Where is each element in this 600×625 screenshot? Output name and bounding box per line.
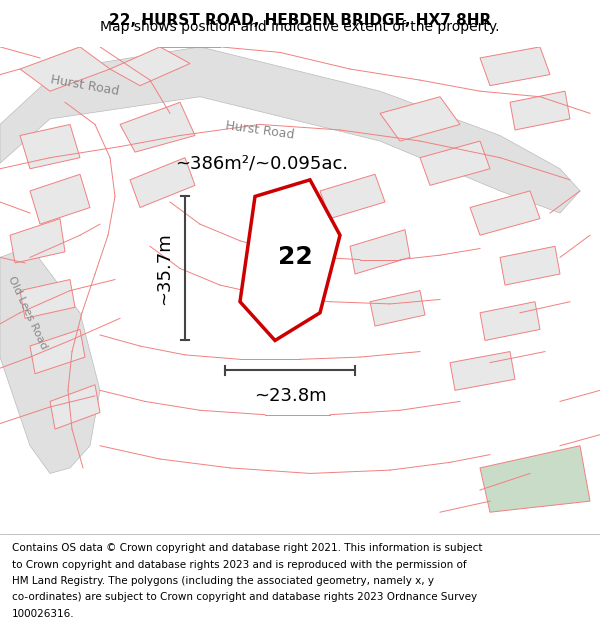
Polygon shape <box>20 124 80 169</box>
Polygon shape <box>480 47 550 86</box>
Polygon shape <box>110 47 190 86</box>
Text: ~35.7m: ~35.7m <box>155 232 173 305</box>
Polygon shape <box>240 180 340 341</box>
Polygon shape <box>50 385 100 429</box>
Text: HM Land Registry. The polygons (including the associated geometry, namely x, y: HM Land Registry. The polygons (includin… <box>12 576 434 586</box>
Polygon shape <box>350 229 410 274</box>
Polygon shape <box>480 302 540 341</box>
Polygon shape <box>370 291 425 326</box>
Text: 22, HURST ROAD, HEBDEN BRIDGE, HX7 8HR: 22, HURST ROAD, HEBDEN BRIDGE, HX7 8HR <box>109 13 491 28</box>
Text: co-ordinates) are subject to Crown copyright and database rights 2023 Ordnance S: co-ordinates) are subject to Crown copyr… <box>12 592 477 602</box>
Polygon shape <box>320 174 385 219</box>
Text: Old Lees Road: Old Lees Road <box>7 274 49 351</box>
Text: ~23.8m: ~23.8m <box>254 387 326 405</box>
Polygon shape <box>510 91 570 130</box>
Polygon shape <box>450 351 515 391</box>
Text: Contains OS data © Crown copyright and database right 2021. This information is : Contains OS data © Crown copyright and d… <box>12 543 482 554</box>
Polygon shape <box>120 102 195 152</box>
Polygon shape <box>420 141 490 186</box>
Polygon shape <box>20 279 75 318</box>
Polygon shape <box>10 219 65 263</box>
Text: 100026316.: 100026316. <box>12 609 74 619</box>
Polygon shape <box>0 47 580 213</box>
Polygon shape <box>20 47 110 91</box>
Polygon shape <box>30 329 85 374</box>
Text: ~386m²/~0.095ac.: ~386m²/~0.095ac. <box>175 154 348 173</box>
Polygon shape <box>30 174 90 224</box>
Polygon shape <box>480 446 590 512</box>
Polygon shape <box>130 158 195 208</box>
Text: Hurst Road: Hurst Road <box>50 73 120 98</box>
Polygon shape <box>380 97 460 141</box>
Text: 22: 22 <box>278 246 313 269</box>
Text: Map shows position and indicative extent of the property.: Map shows position and indicative extent… <box>100 20 500 34</box>
Polygon shape <box>0 246 100 474</box>
Polygon shape <box>500 246 560 285</box>
Polygon shape <box>470 191 540 235</box>
Text: Hurst Road: Hurst Road <box>225 119 295 141</box>
Text: to Crown copyright and database rights 2023 and is reproduced with the permissio: to Crown copyright and database rights 2… <box>12 560 467 570</box>
